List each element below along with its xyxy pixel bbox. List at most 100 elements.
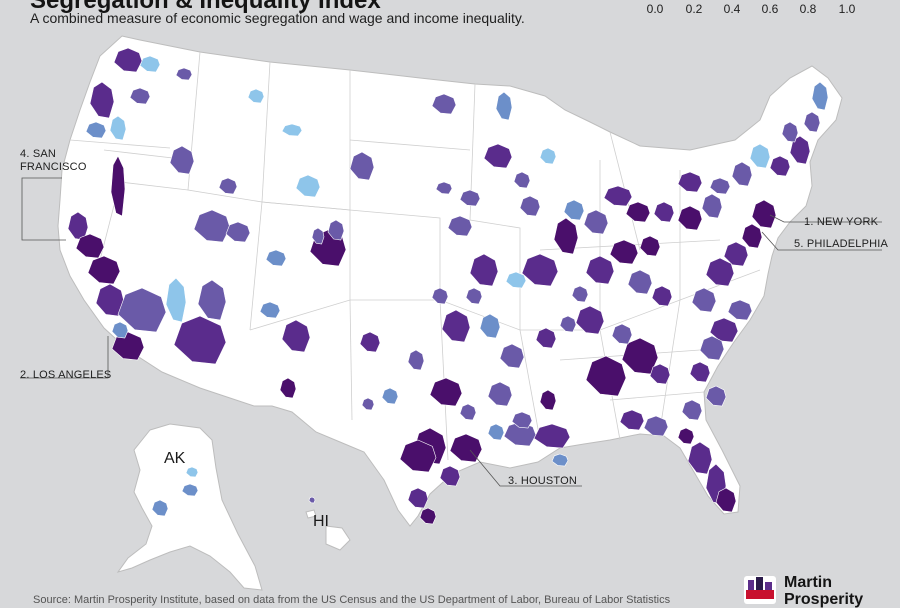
- contiguous-us-outline: [57, 35, 843, 527]
- martin-prosperity-logo: Martin Prosperity: [744, 574, 900, 608]
- metro-area: [181, 483, 199, 497]
- metro-area: [551, 453, 569, 467]
- metro-area: [653, 201, 675, 223]
- metro-area: [803, 111, 821, 133]
- metro-area: [109, 115, 127, 141]
- metro-area: [649, 363, 671, 385]
- metro-area: [111, 331, 145, 361]
- metro-area: [639, 235, 661, 257]
- metro-area: [539, 389, 557, 411]
- metro-area: [308, 496, 316, 504]
- metro-area: [627, 269, 653, 295]
- callout-los-angeles: 2. LOS ANGELES: [20, 369, 112, 381]
- metro-area: [479, 313, 501, 339]
- metro-area: [349, 151, 375, 181]
- metro-area: [89, 81, 115, 119]
- callout-new-york: 1. NEW YORK: [804, 216, 879, 228]
- metro-area: [361, 397, 375, 411]
- metro-area: [741, 223, 763, 249]
- metro-area: [749, 143, 771, 169]
- logo-skyline-icon: [744, 576, 776, 604]
- alaska-label: AK: [164, 450, 186, 467]
- metro-area: [295, 174, 321, 198]
- legend-tick: 0.6: [761, 2, 779, 16]
- metro-area: [681, 399, 703, 421]
- metro-area: [677, 205, 703, 231]
- callout-lines: [20, 177, 882, 487]
- metro-area: [789, 135, 811, 165]
- metro-area: [95, 283, 125, 317]
- metro-area: [281, 123, 303, 137]
- metro-area: [139, 55, 161, 73]
- metro-area: [431, 287, 449, 305]
- metro-area: [687, 441, 713, 475]
- callout-san-francisco: 4. SAN FRANCISCO: [20, 148, 87, 174]
- callout-philadelphia: 5. PHILADELPHIA: [794, 238, 889, 250]
- metro-area: [709, 317, 739, 343]
- metro-area: [709, 177, 731, 195]
- metro-area: [185, 466, 199, 478]
- metro-area: [553, 217, 579, 255]
- metro-area: [715, 487, 737, 513]
- legend-tick: 0.2: [685, 2, 703, 16]
- metro-area: [585, 355, 627, 397]
- land-layer: [57, 35, 843, 591]
- hawaii-island: [305, 509, 317, 519]
- metro-area: [151, 499, 169, 517]
- metro-area: [621, 337, 659, 375]
- metro-area: [781, 121, 799, 143]
- metro-area: [429, 377, 463, 407]
- metro-area: [609, 239, 639, 265]
- metro-area: [701, 193, 723, 219]
- metro-area: [533, 423, 571, 449]
- legend-ticks: 0.0 0.2 0.4 0.6 0.8 1.0: [642, 2, 872, 18]
- callout-san-francisco-line1: 4. SAN: [20, 148, 57, 160]
- metro-area: [519, 195, 541, 217]
- metro-area: [113, 47, 143, 73]
- alaska-outline: [116, 423, 263, 591]
- metro-area: [585, 255, 615, 285]
- metro-area: [769, 155, 791, 177]
- metro-area: [459, 403, 477, 421]
- metro-area: [677, 427, 695, 445]
- metro-area: [505, 271, 527, 289]
- metro-areas-layer: [67, 47, 829, 525]
- legend-tick: 1.0: [838, 2, 856, 16]
- legend-tick: 0.8: [799, 2, 817, 16]
- legend-tick: 0.0: [646, 2, 664, 16]
- metro-area: [651, 285, 673, 307]
- metro-area: [495, 91, 513, 121]
- metro-area: [563, 199, 585, 221]
- source-note: Source: Martin Prosperity Institute, bas…: [33, 594, 671, 606]
- metro-area: [173, 315, 227, 365]
- metro-area: [407, 349, 425, 371]
- metro-area: [169, 145, 195, 175]
- metro-area: [311, 227, 325, 245]
- metro-area: [110, 155, 126, 217]
- metro-area: [723, 241, 749, 267]
- metro-area: [611, 323, 633, 345]
- metro-area: [218, 177, 238, 195]
- map-title: Segregation & Inequality Index: [30, 0, 381, 14]
- metro-area: [129, 87, 151, 105]
- metro-area: [691, 287, 717, 313]
- metro-area: [539, 147, 557, 165]
- metro-area: [619, 409, 645, 431]
- callout-houston: 3. HOUSTON: [508, 475, 578, 487]
- metro-area: [87, 255, 121, 285]
- metro-area: [705, 385, 727, 407]
- metro-area: [247, 88, 265, 104]
- metro-area: [75, 233, 105, 259]
- metro-area: [705, 257, 735, 287]
- metro-area: [689, 361, 711, 383]
- metro-area: [279, 377, 297, 399]
- metro-area: [111, 321, 129, 339]
- metro-area: [193, 209, 231, 243]
- metro-area: [465, 287, 483, 305]
- metro-area: [731, 161, 753, 187]
- metro-area: [535, 327, 557, 349]
- metro-area: [459, 189, 481, 207]
- metro-area: [435, 181, 453, 195]
- metro-area: [483, 143, 513, 169]
- metro-area: [259, 301, 281, 319]
